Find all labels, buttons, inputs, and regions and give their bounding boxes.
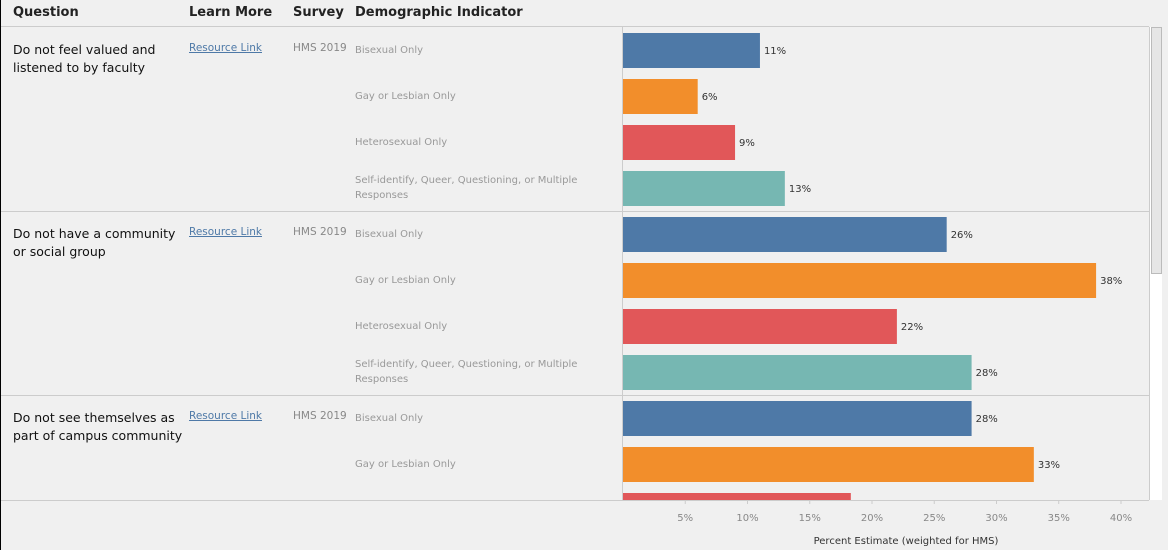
demographic-label: Self-identify, Queer, Questioning, or Mu…	[355, 359, 578, 385]
value-label: 13%	[789, 184, 811, 195]
value-label: 22%	[901, 322, 923, 333]
scrollbar[interactable]	[1149, 27, 1162, 500]
demographic-label: Gay or Lesbian Only	[355, 274, 456, 286]
question: Do not have a community or social group	[13, 226, 176, 259]
bars-layer: 11% 6% 9% 13% 26% 38% 22% 28% 28% 33%	[1, 27, 1149, 500]
scroll-area: 11% 6% 9% 13% 26% 38% 22% 28% 28% 33% Do not feel…	[1, 27, 1149, 500]
value-label: 26%	[951, 230, 973, 241]
bar	[623, 263, 1097, 298]
demographic-label: Heterosexual Only	[355, 136, 448, 148]
demographic-label: Bisexual Only	[355, 412, 424, 424]
value-label: 11%	[764, 46, 786, 57]
bar	[623, 33, 760, 68]
x-tick-label: 20%	[861, 513, 883, 524]
scroll-thumb[interactable]	[1151, 27, 1162, 274]
x-axis: 5% 10% 15% 20% 25% 30% 35% 40% Percent Estimate …	[1, 500, 1149, 547]
column-header: Survey	[293, 5, 344, 20]
value-label: 9%	[739, 138, 755, 149]
value-label: 38%	[1100, 276, 1122, 287]
resource-link[interactable]: Resource Link	[189, 226, 262, 238]
bar	[623, 125, 736, 160]
demographic-label: Gay or Lesbian Only	[355, 90, 456, 102]
resource-link[interactable]: Resource Link	[189, 42, 262, 54]
survey: HMS 2019	[293, 410, 347, 422]
bar	[623, 355, 972, 390]
value-label: 28%	[976, 368, 998, 379]
demographic-label: Heterosexual Only	[355, 320, 448, 332]
x-axis-title: Percent Estimate (weighted for HMS)	[814, 536, 999, 547]
bar	[623, 171, 785, 206]
column-header: Demographic Indicator	[355, 5, 523, 20]
value-label: 6%	[702, 92, 718, 103]
demographic-label: Heterosexual Only	[355, 487, 605, 500]
bar	[623, 309, 897, 344]
demographic-label: Self-identify, Queer, Questioning, or Mu…	[355, 175, 578, 201]
bar	[623, 79, 698, 114]
value-label: 28%	[976, 414, 998, 425]
bar	[623, 401, 972, 436]
survey: HMS 2019	[293, 42, 347, 54]
header-border	[1, 26, 1149, 27]
column-header: Question	[13, 5, 79, 20]
demographic-label: Bisexual Only	[355, 44, 424, 56]
bar	[623, 447, 1034, 482]
column-header: Learn More	[189, 5, 273, 20]
demographic-label: Bisexual Only	[355, 228, 424, 240]
x-tick-label: 25%	[923, 513, 945, 524]
x-tick-label: 35%	[1048, 513, 1070, 524]
x-tick-label: 15%	[799, 513, 821, 524]
x-tick-label: 5%	[677, 513, 693, 524]
survey: HMS 2019	[293, 226, 347, 238]
x-tick-label: 30%	[985, 513, 1007, 524]
x-tick-label: 10%	[736, 513, 758, 524]
demographic-label: Gay or Lesbian Only	[355, 458, 456, 470]
question: Do not see themselves as part of campus …	[13, 410, 183, 443]
bar	[623, 493, 851, 500]
bar	[623, 217, 947, 252]
value-label: 33%	[1038, 460, 1060, 471]
x-tick-label: 40%	[1110, 513, 1132, 524]
resource-link[interactable]: Resource Link	[189, 410, 262, 422]
question: Do not feel valued and listened to by fa…	[13, 42, 156, 75]
